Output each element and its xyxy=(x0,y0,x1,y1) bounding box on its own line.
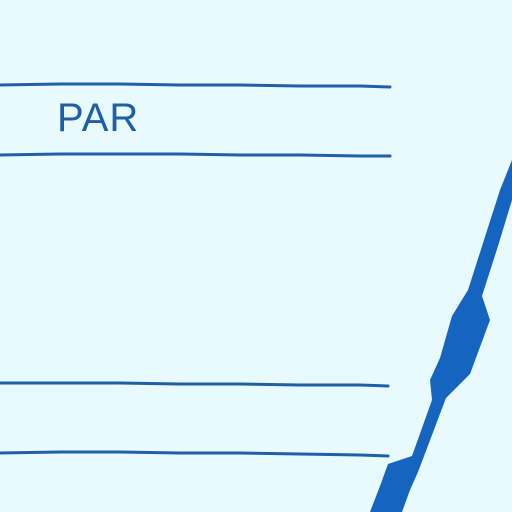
par-label: PAR xyxy=(57,96,140,140)
ruled-line-1 xyxy=(0,82,392,89)
ruled-line-3 xyxy=(0,381,390,388)
diagonal-stripe xyxy=(370,160,512,512)
ruled-line-2 xyxy=(0,152,392,158)
ruled-lines xyxy=(0,82,392,458)
ruled-line-4 xyxy=(0,450,390,458)
